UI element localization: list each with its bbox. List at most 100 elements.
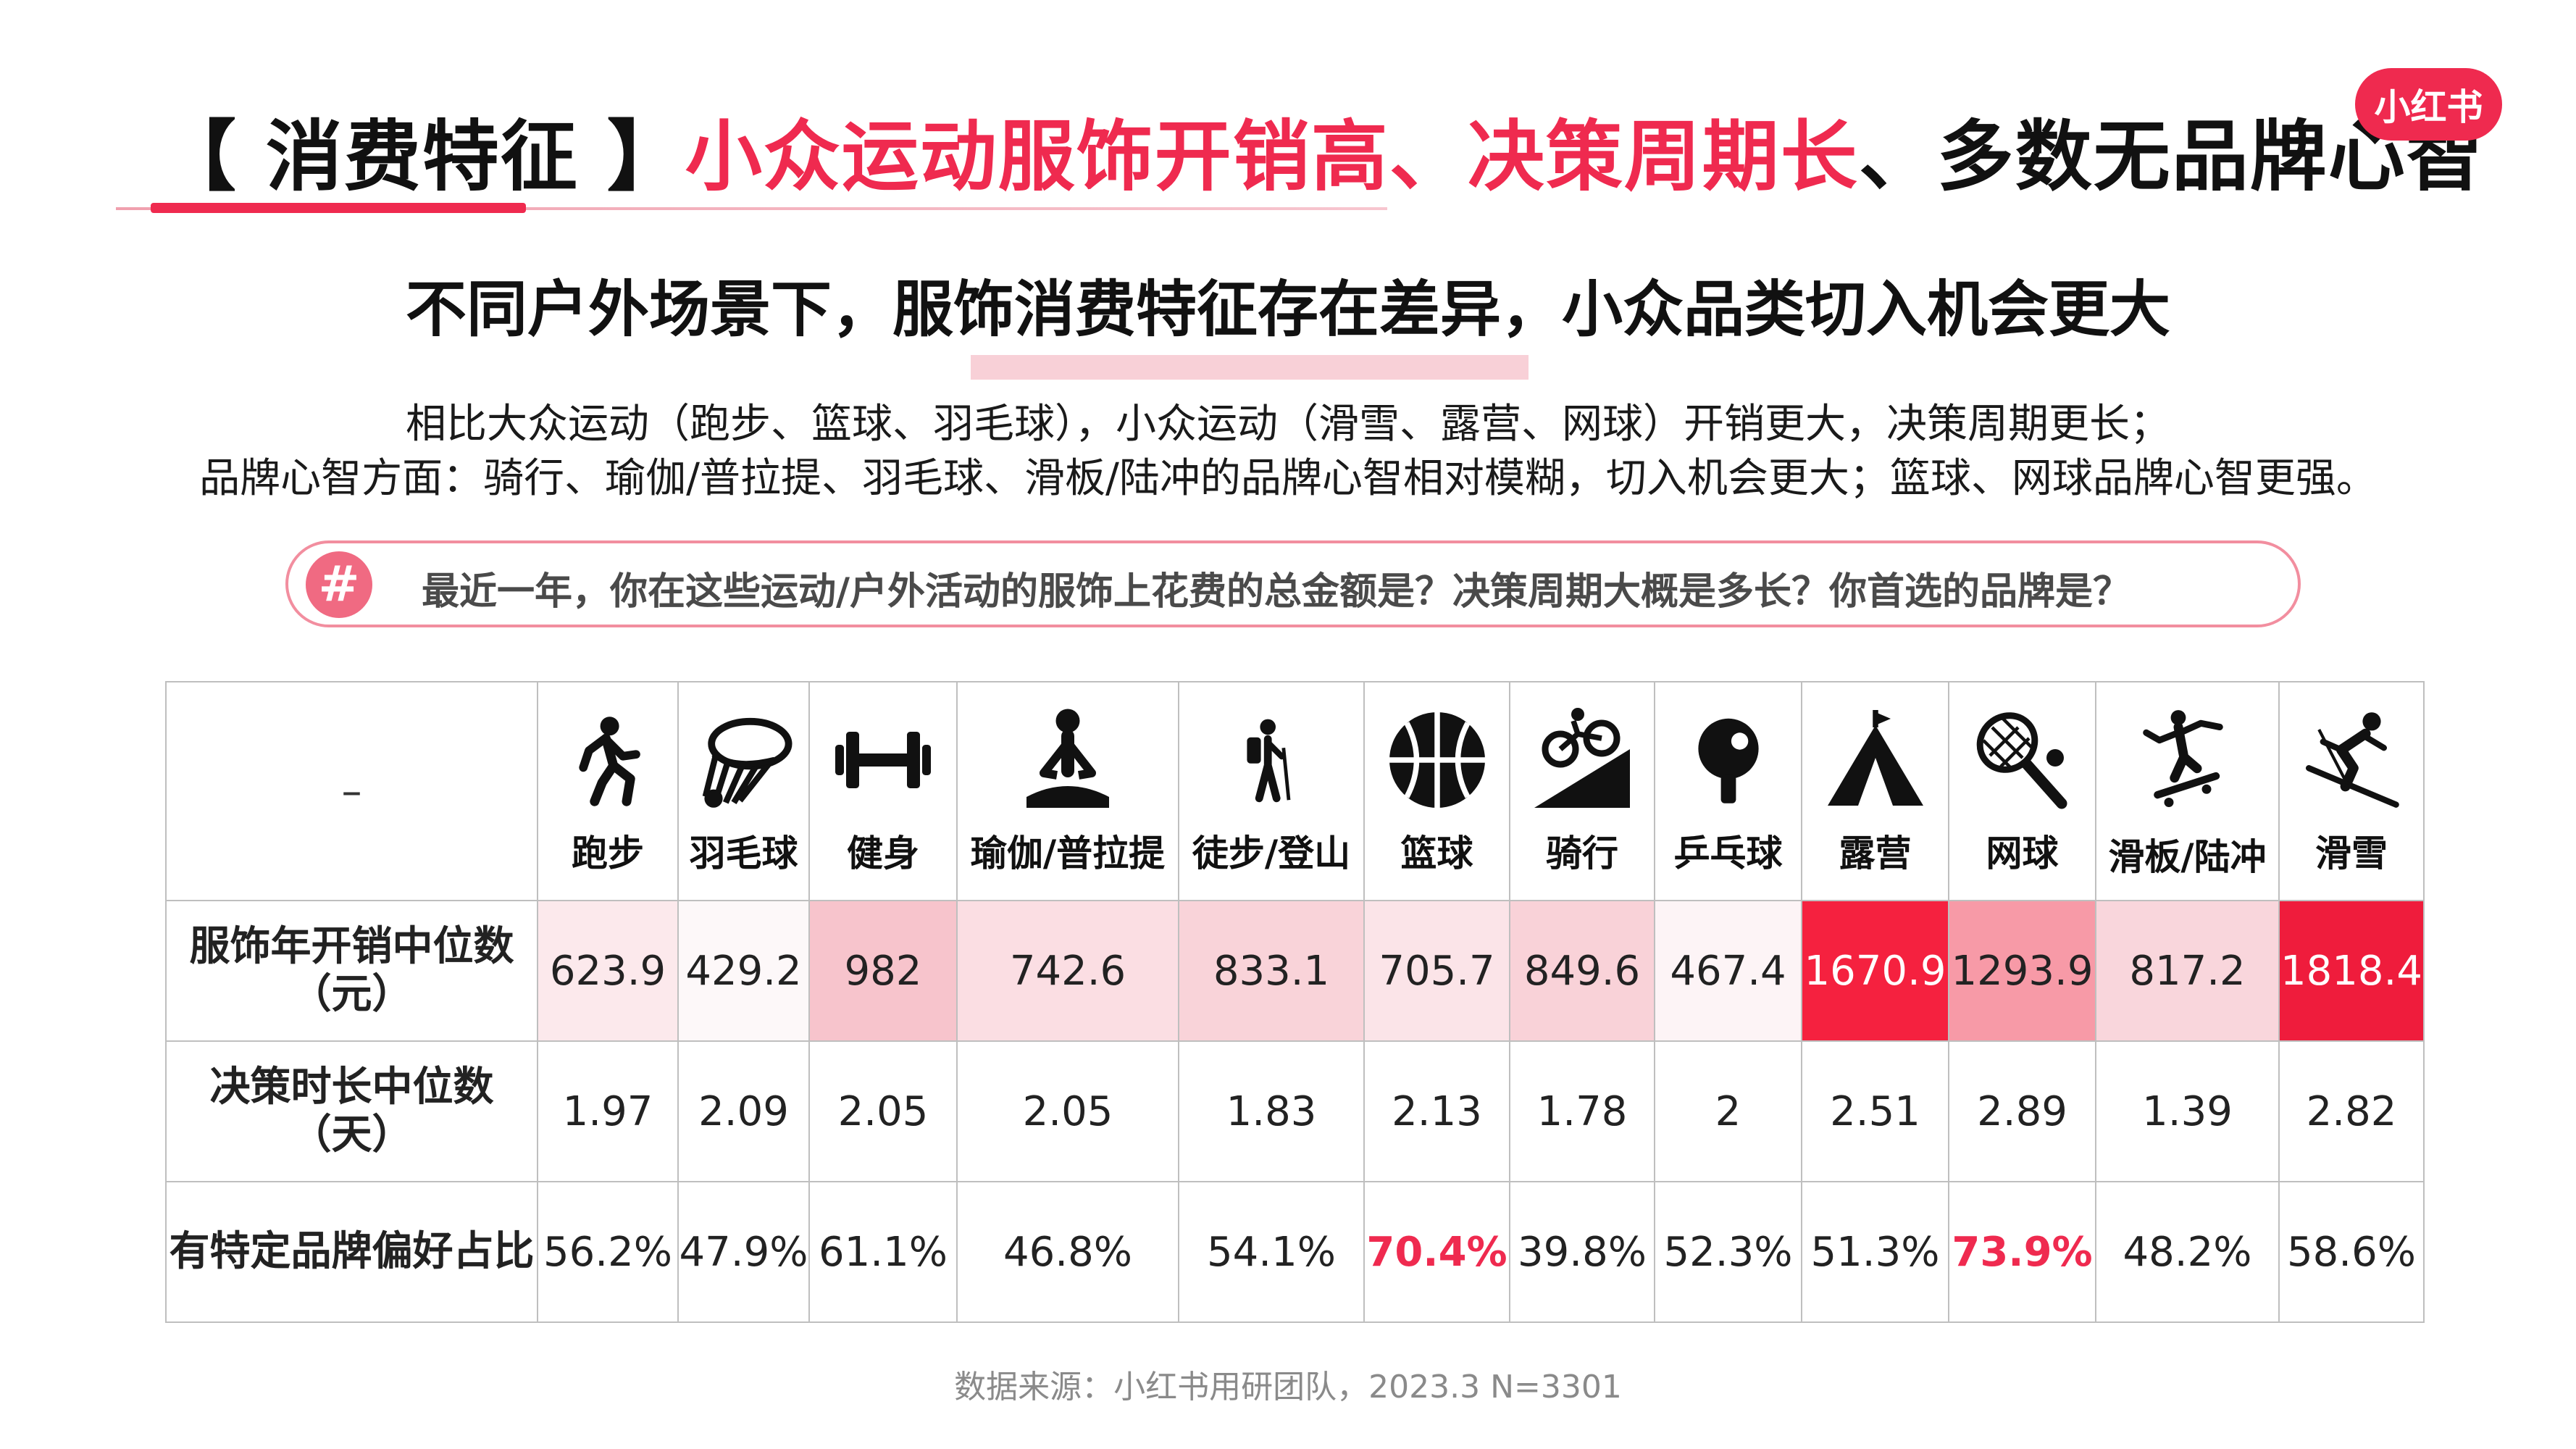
spending-cell: 833.1: [1178, 900, 1365, 1042]
category-header-cell: 健身: [808, 681, 958, 901]
category-header-cell: 滑板/陆冲: [2095, 681, 2280, 901]
category-label: 乒乓球: [1673, 832, 1783, 874]
table-row-decision: 决策时长中位数 （天） 1.97 2.09 2.05 2.05 1.83 2.1…: [165, 1040, 2425, 1182]
decision-cell: 2.51: [1801, 1040, 1949, 1182]
spending-cell: 1293.9: [1948, 900, 2096, 1042]
category-header-cell: 滑雪: [2278, 681, 2425, 901]
subtitle-highlight-bar: [971, 355, 1529, 380]
brand-cell: 56.2%: [537, 1181, 679, 1323]
skiing-icon: [2306, 712, 2399, 808]
subtitle: 不同户外场景下，服饰消费特征存在差异，小众品类切入机会更大: [405, 274, 2170, 345]
brand-cell: 58.6%: [2278, 1181, 2425, 1323]
category-label: 健身: [847, 832, 919, 874]
category-header-cell: 羽毛球: [677, 681, 810, 901]
row-label-line: 服饰年开销中位数: [189, 923, 514, 970]
category-label: 骑行: [1546, 832, 1618, 874]
running-icon: [579, 717, 640, 806]
skateboard-icon: [2142, 710, 2223, 807]
title-bracket: 【 消费特征 】: [159, 112, 685, 201]
brand-cell: 73.9%: [1948, 1181, 2096, 1323]
spending-cell: 817.2: [2095, 900, 2280, 1042]
row-label-decision: 决策时长中位数 （天）: [165, 1040, 538, 1182]
decision-cell: 1.83: [1178, 1040, 1365, 1182]
survey-question-text: 最近一年，你在这些运动/户外活动的服饰上花费的总金额是？决策周期大概是多长？你首…: [422, 570, 2130, 614]
row-label-line: 决策时长中位数: [209, 1064, 494, 1111]
category-header-cell: 徒步/登山: [1178, 681, 1365, 901]
survey-question-box: # 最近一年，你在这些运动/户外活动的服饰上花费的总金额是？决策周期大概是多长？…: [285, 540, 2301, 627]
category-header-cell: 骑行: [1509, 681, 1655, 901]
category-label: 露营: [1839, 832, 1912, 874]
corner-dash: –: [341, 767, 362, 815]
yoga-icon: [1026, 709, 1109, 808]
description-line-1: 相比大众运动（跑步、篮球、羽毛球），小众运动（滑雪、露营、网球）开销更大，决策周…: [406, 401, 2170, 448]
brand-cell: 47.9%: [677, 1181, 810, 1323]
category-label: 羽毛球: [689, 832, 798, 874]
brand-cell: 54.1%: [1178, 1181, 1365, 1323]
category-header-row: – 跑步 羽毛球: [165, 681, 2425, 901]
category-label: 跑步: [572, 832, 644, 874]
category-label: 篮球: [1400, 832, 1473, 874]
category-header-cell: 网球: [1948, 681, 2096, 901]
spending-cell: 849.6: [1509, 900, 1655, 1042]
category-label: 瑜伽/普拉提: [970, 832, 1166, 874]
spending-cell: 1670.9: [1801, 900, 1949, 1042]
table-row-spending: 服饰年开销中位数 （元） 623.9 429.2 982 742.6 833.1…: [165, 900, 2425, 1042]
decision-cell: 2.09: [677, 1040, 810, 1182]
decision-cell: 2: [1654, 1040, 1802, 1182]
title-underline-accent: [151, 203, 526, 213]
decision-cell: 2.05: [956, 1040, 1179, 1182]
decision-cell: 1.78: [1509, 1040, 1655, 1182]
spending-cell: 429.2: [677, 900, 810, 1042]
decision-cell: 2.13: [1363, 1040, 1510, 1182]
tennis-icon: [1976, 712, 2067, 809]
decision-cell: 1.39: [2095, 1040, 2280, 1182]
decision-cell: 2.89: [1948, 1040, 2096, 1182]
decision-cell: 1.97: [537, 1040, 679, 1182]
hashtag-icon: #: [306, 551, 372, 618]
category-header-cell: 瑜伽/普拉提: [956, 681, 1179, 901]
category-label: 滑板/陆冲: [2108, 836, 2267, 878]
row-label-line: 有特定品牌偏好占比: [169, 1228, 535, 1275]
row-label-unit: （元）: [290, 971, 413, 1018]
description-line-2: 品牌心智方面：骑行、瑜伽/普拉提、羽毛球、滑板/陆冲的品牌心智相对模糊，切入机会…: [199, 455, 2377, 502]
cycling-icon: [1534, 708, 1630, 808]
consumption-table: – 跑步 羽毛球: [165, 681, 2425, 1323]
spending-cell: 705.7: [1363, 900, 1510, 1042]
spending-cell: 982: [808, 900, 958, 1042]
decision-cell: 2.05: [808, 1040, 958, 1182]
spending-cell: 623.9: [537, 900, 679, 1042]
tent-icon: [1827, 710, 1923, 806]
data-source: 数据来源：小红书用研团队，2023.3 N=3301: [954, 1369, 1622, 1406]
brand-cell: 52.3%: [1654, 1181, 1802, 1323]
xiaohongshu-logo: 小红书: [2355, 68, 2502, 141]
table-corner: –: [165, 681, 538, 901]
decision-cell: 2.82: [2278, 1040, 2425, 1182]
brand-cell: 61.1%: [808, 1181, 958, 1323]
title-underline: [116, 207, 1387, 210]
hiking-icon: [1247, 719, 1291, 803]
brand-cell: 51.3%: [1801, 1181, 1949, 1323]
dumbbell-icon: [835, 732, 931, 788]
category-label: 滑雪: [2315, 832, 2388, 874]
shuttlecock-icon: [702, 717, 792, 808]
spending-cell: 1818.4: [2278, 900, 2425, 1042]
brand-cell: 70.4%: [1363, 1181, 1510, 1323]
row-label-spending: 服饰年开销中位数 （元）: [165, 900, 538, 1042]
spending-cell: 742.6: [956, 900, 1179, 1042]
spending-cell: 467.4: [1654, 900, 1802, 1042]
category-header-cell: 篮球: [1363, 681, 1510, 901]
table-row-brand: 有特定品牌偏好占比 56.2% 47.9% 61.1% 46.8% 54.1% …: [165, 1181, 2425, 1323]
category-header-cell: 乒乓球: [1654, 681, 1802, 901]
category-label: 网球: [1986, 832, 2059, 874]
category-label: 徒步/登山: [1192, 832, 1351, 874]
page-title: 【 消费特征 】小众运动服饰开销高、决策周期长、多数无品牌心智: [159, 94, 2485, 206]
title-highlight: 小众运动服饰开销高、决策周期长: [685, 112, 1859, 201]
row-label-unit: （天）: [290, 1111, 413, 1158]
row-label-brand: 有特定品牌偏好占比: [165, 1181, 538, 1323]
brand-cell: 39.8%: [1509, 1181, 1655, 1323]
brand-cell: 46.8%: [956, 1181, 1179, 1323]
basketball-icon: [1389, 712, 1485, 808]
ping-pong-icon: [1697, 718, 1759, 803]
category-header-cell: 露营: [1801, 681, 1949, 901]
brand-cell: 48.2%: [2095, 1181, 2280, 1323]
